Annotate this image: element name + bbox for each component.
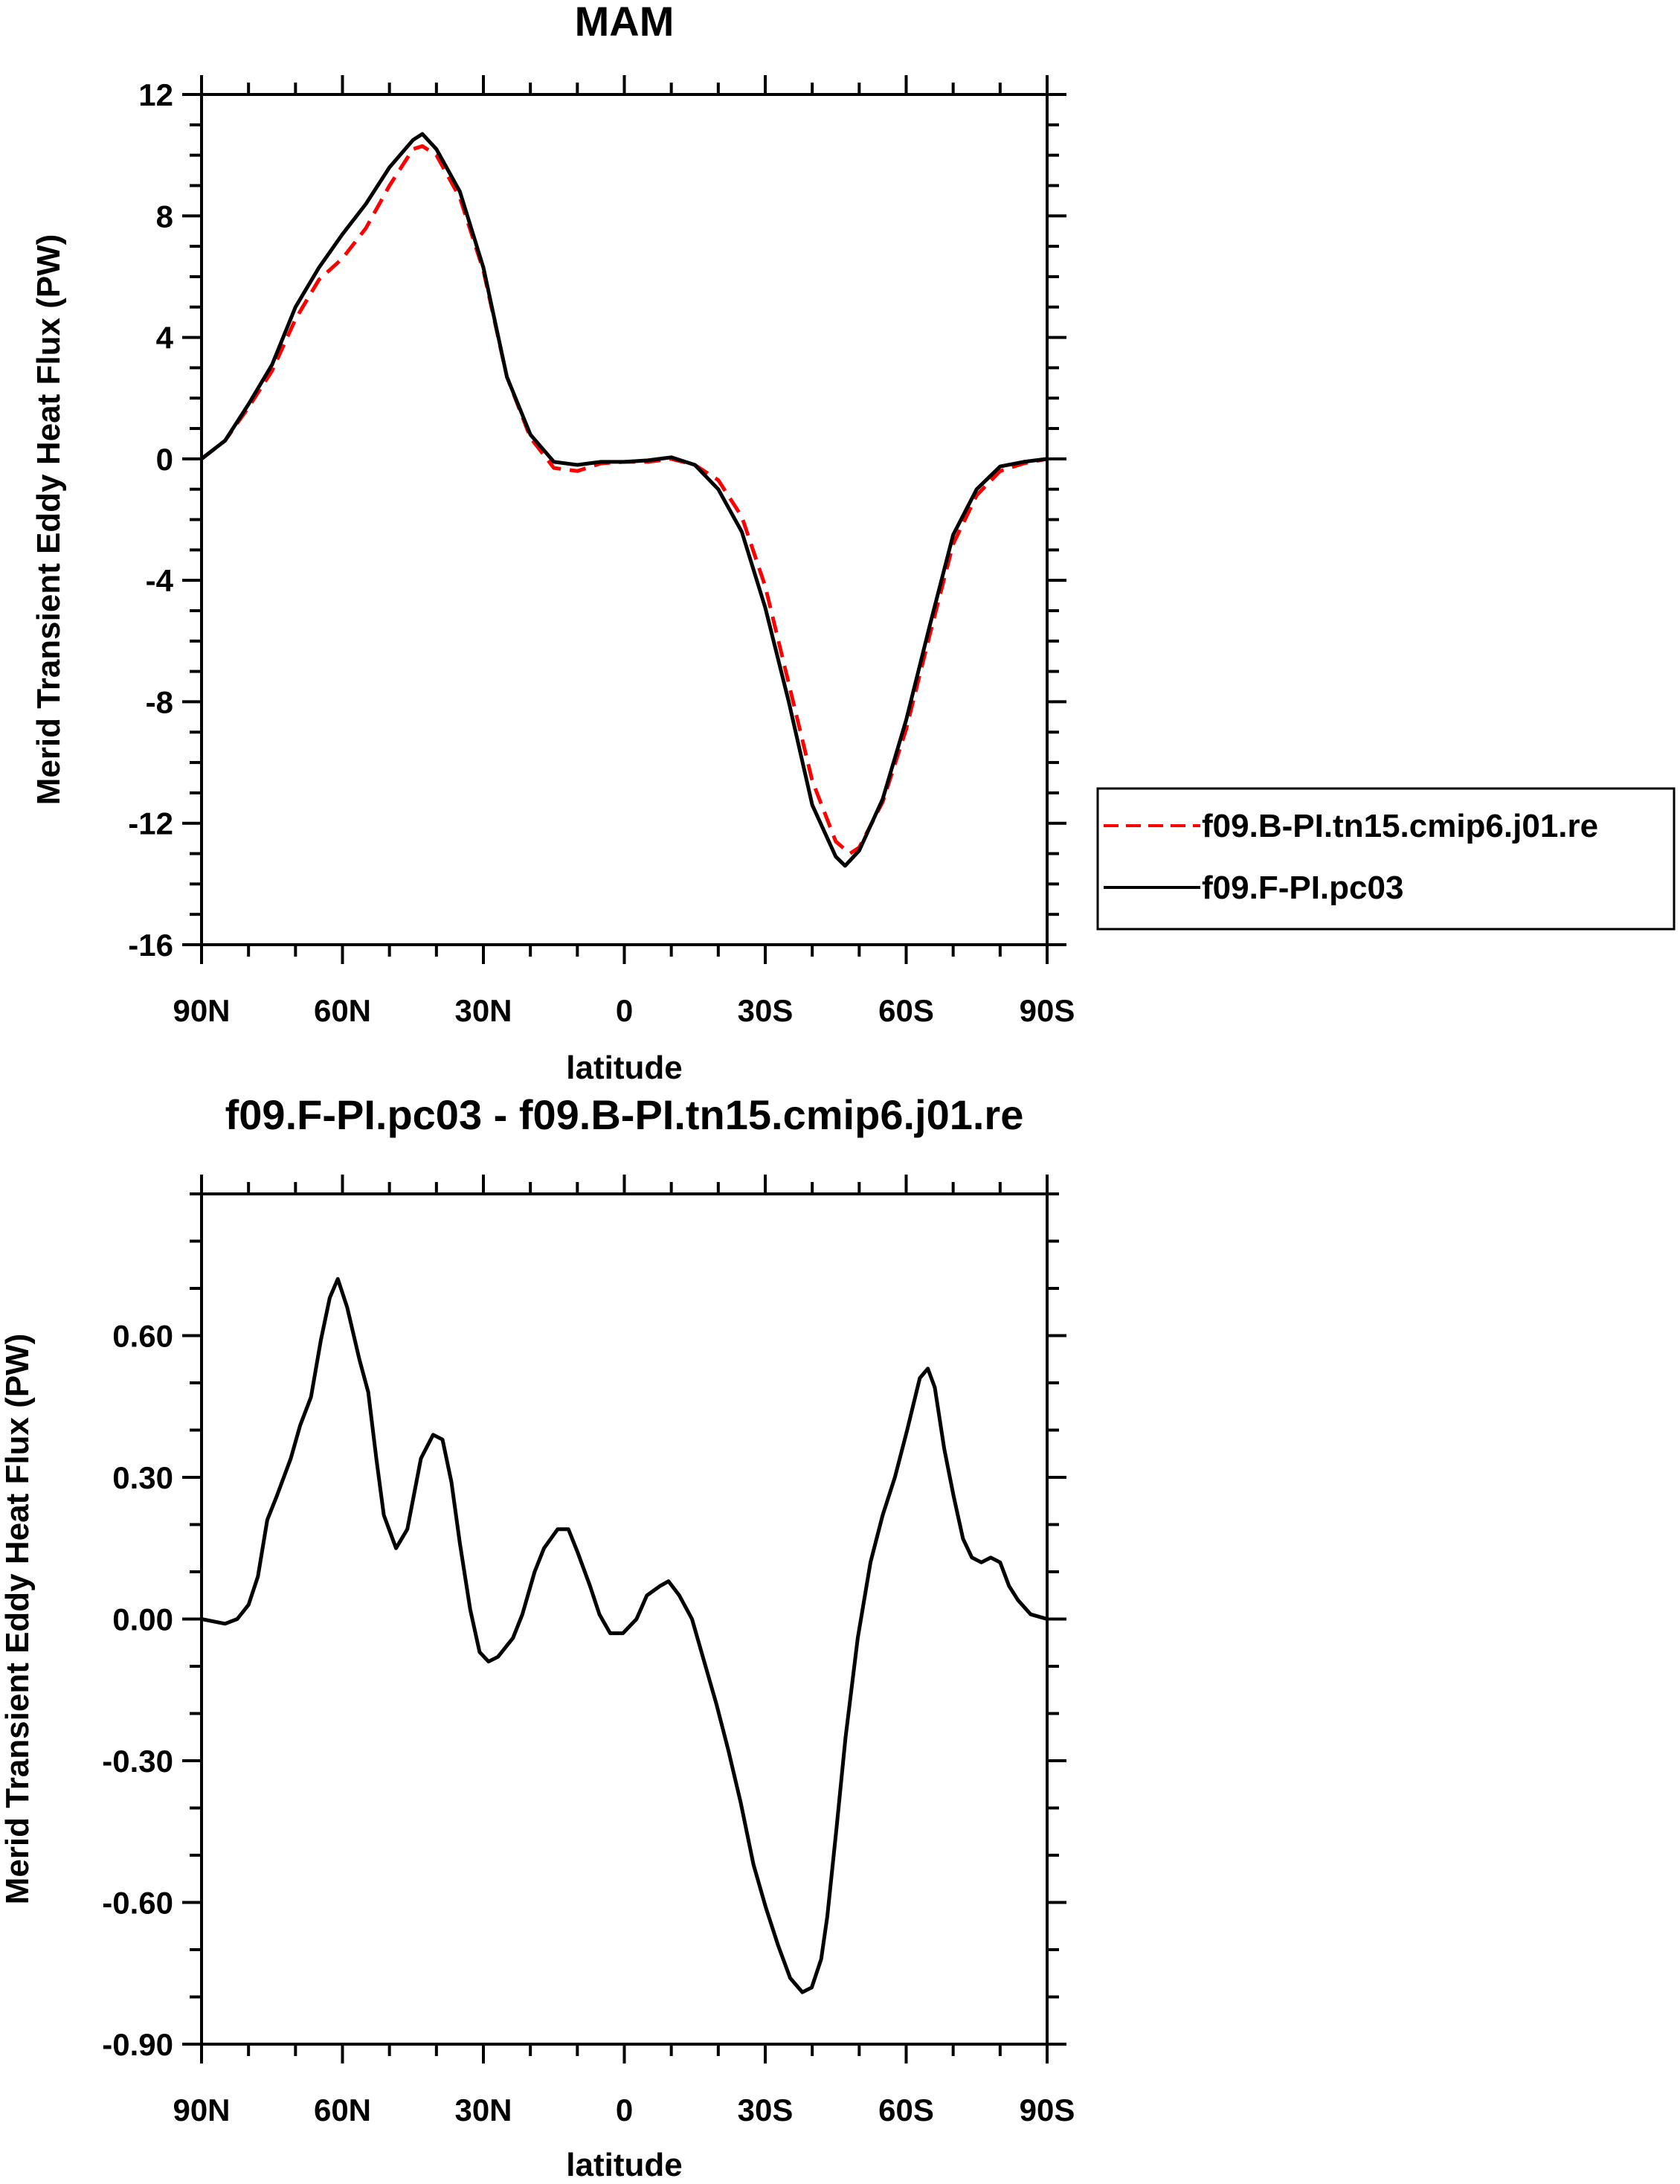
plot-frame bbox=[200, 1192, 1049, 2046]
series-line-0 bbox=[201, 1276, 1048, 1994]
y-tick-label: -12 bbox=[128, 806, 173, 841]
y-tick-label: 4 bbox=[156, 321, 174, 356]
y-tick-label: 8 bbox=[156, 199, 173, 234]
x-tick-label: 60N bbox=[314, 2093, 371, 2127]
chart-title: MAM bbox=[575, 0, 675, 45]
y-tick-label: 0.00 bbox=[112, 1602, 173, 1637]
chart-title: f09.F-PI.pc03 - f09.B-PI.tn15.cmip6.j01.… bbox=[225, 1091, 1024, 1138]
x-tick-label: 0 bbox=[616, 993, 633, 1028]
y-tick-label: -0.60 bbox=[102, 1886, 173, 1921]
x-tick-label: 90S bbox=[1020, 2093, 1075, 2127]
y-tick-label: 0.60 bbox=[112, 1319, 173, 1354]
y-tick-label: -16 bbox=[128, 928, 173, 963]
legend-label-1: f09.F-PI.pc03 bbox=[1202, 870, 1403, 906]
x-tick-label: 90N bbox=[173, 993, 230, 1028]
y-tick-label: 12 bbox=[138, 77, 173, 112]
x-tick-label: 60N bbox=[314, 993, 371, 1028]
y-tick-label: -4 bbox=[146, 563, 174, 598]
x-tick-label: 30S bbox=[738, 993, 794, 1028]
y-axis-label: Merid Transient Eddy Heat Flux (PW) bbox=[0, 1334, 36, 1905]
x-tick-label: 30N bbox=[454, 2093, 512, 2127]
series-line-1 bbox=[200, 132, 1048, 868]
legend-label-0: f09.B-PI.tn15.cmip6.j01.re bbox=[1202, 808, 1598, 844]
x-tick-label: 90N bbox=[173, 2093, 230, 2127]
y-tick-label: -8 bbox=[146, 684, 173, 719]
x-axis-label: latitude bbox=[566, 1050, 682, 1086]
x-tick-label: 30N bbox=[454, 993, 512, 1028]
y-tick-label: -0.90 bbox=[102, 2027, 173, 2062]
y-axis-label: Merid Transient Eddy Heat Flux (PW) bbox=[30, 234, 67, 806]
plot-frame bbox=[200, 93, 1049, 946]
x-axis-label: latitude bbox=[566, 2147, 682, 2183]
legend-box bbox=[1096, 787, 1676, 931]
y-tick-label: 0 bbox=[156, 442, 173, 477]
y-tick-label: -0.30 bbox=[102, 1744, 173, 1779]
x-tick-label: 0 bbox=[616, 2093, 633, 2127]
y-tick-label: 0.30 bbox=[112, 1460, 173, 1495]
legend: f09.B-PI.tn15.cmip6.j01.re f09.F-PI.pc03 bbox=[1096, 787, 1676, 931]
x-tick-label: 30S bbox=[738, 2093, 794, 2127]
x-tick-label: 60S bbox=[878, 993, 934, 1028]
x-tick-label: 90S bbox=[1020, 993, 1075, 1028]
x-tick-label: 60S bbox=[878, 2093, 934, 2127]
